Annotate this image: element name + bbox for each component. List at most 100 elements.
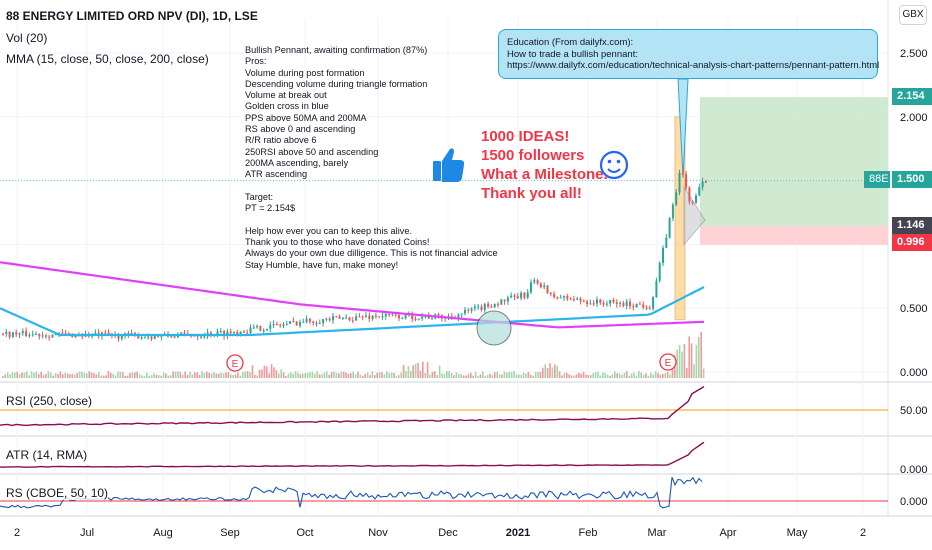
candle-body bbox=[51, 334, 54, 338]
volume-bar bbox=[146, 372, 148, 378]
volume-bar bbox=[21, 372, 23, 378]
candle-body bbox=[701, 181, 704, 188]
milestone-text: 1000 IDEAS! 1500 followers What a Mileston… bbox=[481, 127, 608, 203]
volume-bar bbox=[150, 375, 153, 378]
volume-bar bbox=[494, 372, 496, 378]
volume-legend[interactable]: Vol (20) bbox=[6, 31, 48, 45]
idea-notes: Bullish Pennant, awaiting confirmation (… bbox=[245, 45, 505, 271]
volume-bar bbox=[225, 372, 227, 378]
volume-bar bbox=[90, 372, 93, 378]
candle-body bbox=[629, 301, 631, 307]
currency-button[interactable]: GBX bbox=[899, 5, 927, 25]
volume-bar bbox=[285, 375, 287, 378]
candle-body bbox=[470, 308, 473, 311]
candle-body bbox=[246, 332, 249, 334]
volume-bar bbox=[597, 371, 599, 378]
volume-bar bbox=[143, 375, 146, 378]
candle-body bbox=[503, 299, 506, 302]
volume-bar bbox=[114, 375, 117, 378]
volume-bar bbox=[11, 372, 14, 378]
candle-body bbox=[229, 331, 232, 334]
volume-bar bbox=[112, 373, 114, 378]
volume-bar bbox=[299, 374, 302, 378]
candle-body bbox=[530, 282, 532, 293]
volume-bar bbox=[664, 373, 666, 378]
volume-bar bbox=[374, 375, 376, 378]
candle-body bbox=[150, 336, 153, 339]
candle-body bbox=[414, 319, 417, 321]
candle-body bbox=[513, 295, 516, 297]
candle-body bbox=[622, 303, 625, 306]
volume-bar bbox=[93, 373, 95, 378]
candle-body bbox=[302, 321, 305, 323]
volume-bar bbox=[52, 375, 54, 378]
candle-body bbox=[619, 303, 622, 305]
candle-body bbox=[394, 314, 397, 316]
volume-bar bbox=[131, 372, 134, 378]
volume-bar bbox=[434, 371, 436, 378]
candle-body bbox=[553, 294, 556, 297]
volume-bar bbox=[626, 371, 628, 378]
volume-bar bbox=[486, 374, 489, 378]
atr-line bbox=[0, 441, 705, 468]
volume-bar bbox=[640, 372, 642, 378]
volume-bar bbox=[282, 372, 285, 378]
volume-bar bbox=[666, 371, 669, 378]
candle-body bbox=[18, 333, 21, 335]
volume-bar bbox=[371, 371, 374, 378]
candle-body bbox=[41, 335, 44, 337]
volume-bar bbox=[76, 372, 78, 378]
volume-bar bbox=[153, 373, 155, 378]
volume-bar bbox=[508, 371, 510, 378]
volume-bar bbox=[436, 374, 438, 378]
volume-bar bbox=[527, 371, 530, 378]
note-line: Golden cross in blue bbox=[245, 101, 329, 112]
candle-body bbox=[695, 195, 697, 203]
candle-body bbox=[289, 321, 292, 324]
note-line bbox=[245, 181, 505, 192]
volume-bar bbox=[124, 375, 126, 378]
symbol-title[interactable]: 88 ENERGY LIMITED ORD NPV (DI), 1D, LSE bbox=[6, 9, 258, 23]
rsi-pane-title[interactable]: RSI (250, close) bbox=[6, 394, 93, 408]
volume-bar bbox=[330, 372, 333, 378]
candle-body bbox=[348, 317, 351, 321]
volume-bar bbox=[393, 373, 395, 378]
candle-body bbox=[665, 237, 668, 248]
volume-bar bbox=[35, 371, 38, 378]
candle-body bbox=[427, 315, 430, 319]
candle-body bbox=[170, 336, 173, 338]
candle-body bbox=[15, 332, 18, 335]
volume-bar bbox=[81, 371, 83, 378]
candle-body bbox=[506, 297, 509, 302]
entry-price-label: 1.146 bbox=[892, 217, 932, 234]
mma-legend[interactable]: MMA (15, close, 50, close, 200, close) bbox=[6, 52, 209, 66]
volume-bar bbox=[412, 365, 414, 378]
volume-bar bbox=[376, 372, 378, 378]
candle-body bbox=[652, 297, 655, 309]
candle-body bbox=[579, 298, 582, 301]
rs-pane-title[interactable]: RS (CBOE, 50, 10) bbox=[6, 486, 109, 500]
candle-body bbox=[11, 332, 14, 337]
volume-bar bbox=[693, 364, 695, 378]
volume-bar bbox=[14, 372, 16, 378]
target-zone bbox=[700, 97, 888, 226]
volume-bar bbox=[311, 371, 314, 378]
volume-bar bbox=[448, 371, 450, 378]
volume-bar bbox=[28, 375, 30, 378]
volume-bar bbox=[266, 366, 268, 378]
candle-body bbox=[417, 318, 420, 320]
callout-pointer bbox=[677, 78, 689, 179]
candle-body bbox=[341, 317, 344, 319]
volume-bar bbox=[398, 374, 400, 378]
volume-bar bbox=[465, 375, 467, 378]
candle-body bbox=[520, 292, 523, 299]
atr-pane-title[interactable]: ATR (14, RMA) bbox=[6, 448, 88, 462]
candle-body bbox=[464, 309, 466, 314]
candle-body bbox=[275, 323, 278, 326]
note-line: R/R ratio above 6 bbox=[245, 135, 317, 146]
note-line: Thank you to those who have donated Coin… bbox=[245, 237, 430, 248]
volume-bar bbox=[232, 374, 234, 378]
volume-bar bbox=[57, 373, 59, 378]
milestone-line: 1000 IDEAS! bbox=[481, 128, 570, 145]
volume-bar bbox=[290, 372, 292, 378]
